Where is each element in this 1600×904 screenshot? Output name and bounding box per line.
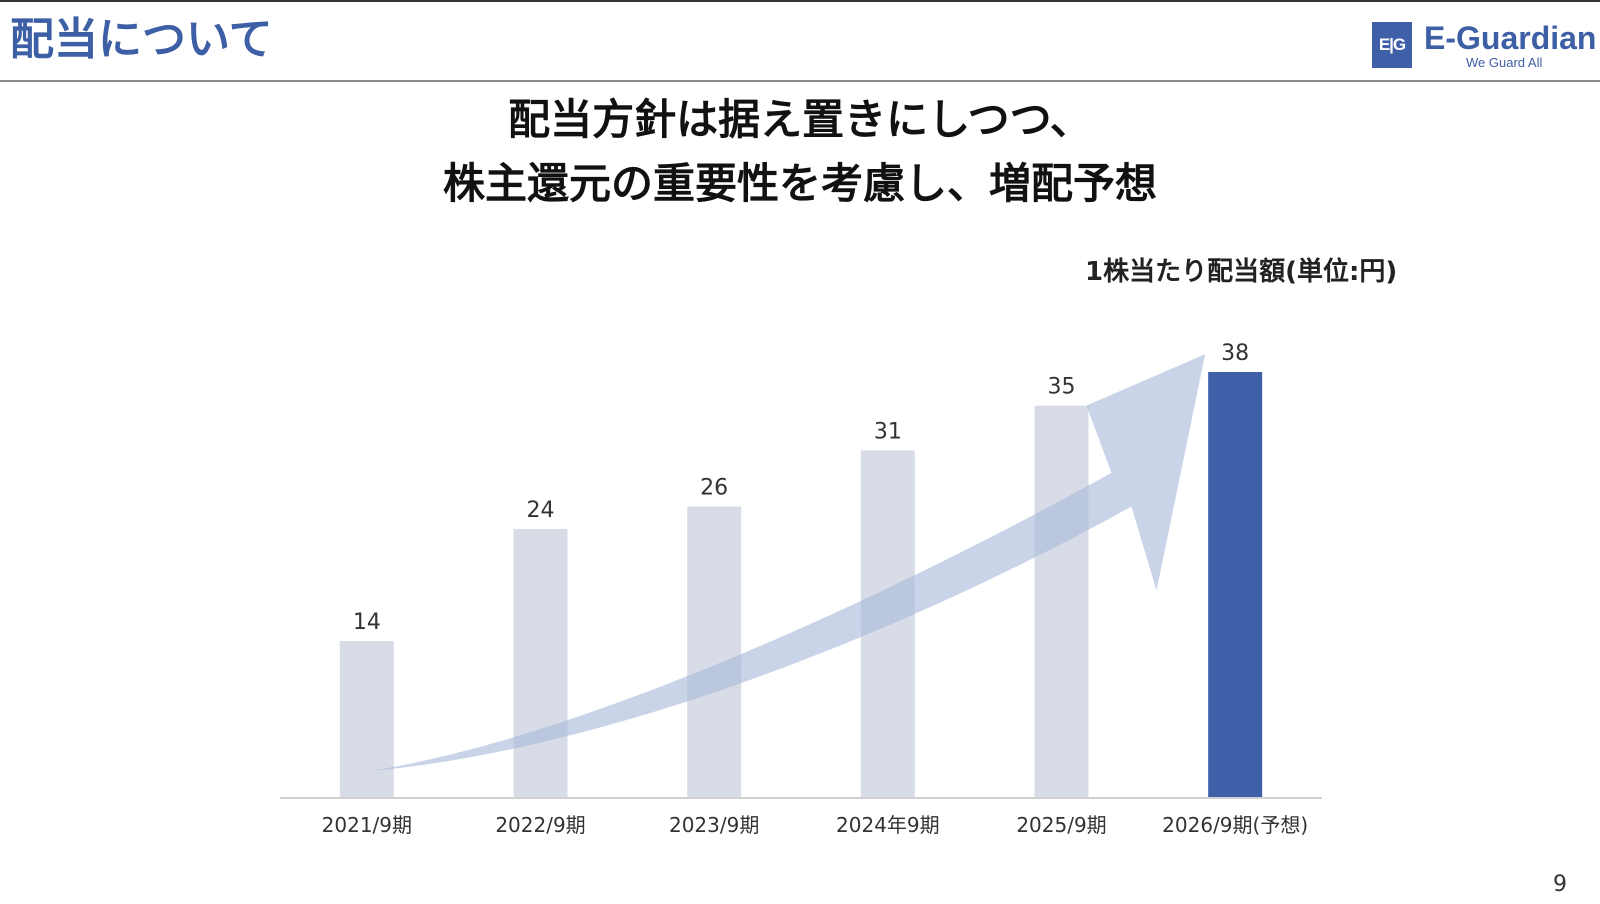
headline-line-2: 株主還元の重要性を考慮し、増配予想 [442, 159, 1157, 208]
logo-tagline: We Guard All [1466, 55, 1543, 70]
company-logo: E|G E-Guardian We Guard All [1372, 18, 1596, 74]
data-label-2: 26 [700, 476, 728, 501]
data-label-4: 35 [1048, 375, 1076, 400]
data-label-0: 14 [353, 610, 381, 635]
headline: 配当方針は据え置きにしつつ、 株主還元の重要性を考慮し、増配予想 [0, 88, 1600, 216]
data-label-3: 31 [874, 419, 902, 444]
top-border [0, 0, 1600, 2]
bar-4 [1034, 405, 1089, 798]
header-divider [0, 80, 1600, 82]
data-label-5: 38 [1221, 341, 1249, 366]
bar-2 [687, 506, 742, 798]
x-tick-label-5: 2026/9期(予想) [1162, 813, 1308, 837]
x-tick-label-1: 2022/9期 [495, 813, 585, 837]
x-tick-label-4: 2025/9期 [1016, 813, 1106, 837]
logo-name: E-Guardian [1424, 20, 1597, 56]
page-title: 配当について [10, 14, 273, 65]
chart-title: 1株当たり配当額(単位:円) [1085, 257, 1398, 287]
x-tick-label-3: 2024年9期 [836, 813, 940, 837]
data-label-1: 24 [527, 498, 555, 523]
x-tick-label-0: 2021/9期 [322, 813, 412, 837]
bar-1 [513, 528, 568, 798]
x-tick-label-2: 2023/9期 [669, 813, 759, 837]
page-number: 9 [1553, 872, 1567, 897]
bar-0 [339, 641, 394, 798]
headline-line-1: 配当方針は据え置きにしつつ、 [508, 95, 1092, 144]
logo-mark-icon: E|G [1372, 22, 1412, 68]
trend-arrow-icon [368, 354, 1206, 772]
bar-5 [1208, 372, 1263, 798]
